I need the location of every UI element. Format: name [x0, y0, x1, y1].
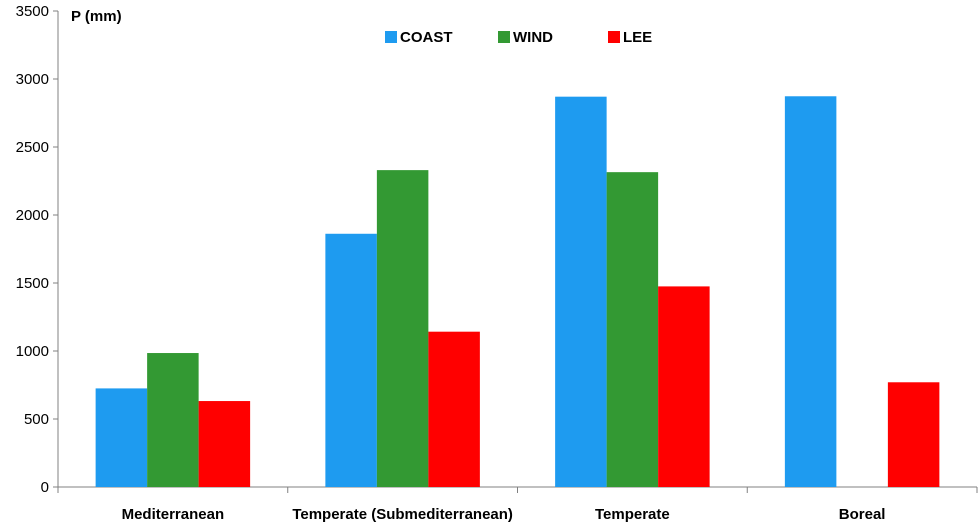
legend-label-coast: COAST [400, 29, 453, 46]
y-tick-label: 2500 [16, 139, 49, 156]
y-tick-label: 1500 [16, 275, 49, 292]
bar-lee [428, 331, 480, 487]
y-tick-label: 3000 [16, 71, 49, 88]
bar-lee [198, 401, 251, 487]
x-category-label: Temperate [595, 506, 670, 523]
bar-lee [887, 382, 940, 487]
bar-coast [555, 96, 607, 488]
bar-coast [325, 233, 377, 487]
y-tick-label: 0 [41, 479, 49, 496]
legend-swatch-coast [385, 31, 397, 43]
bar-coast [784, 96, 837, 487]
bar-lee [658, 286, 710, 487]
bar-wind [606, 172, 659, 487]
legend-label-lee: LEE [623, 29, 652, 46]
y-tick-label: 2000 [16, 207, 49, 224]
bar-wind [147, 353, 199, 487]
bar-coast [95, 388, 148, 487]
x-category-label: Boreal [839, 506, 886, 523]
x-category-label: Temperate (Submediterranean) [292, 506, 513, 523]
axis-labels: 0 500 1000 1500 2000 2500 3000 3500 Mediterranea… [16, 3, 886, 523]
legend-swatch-lee [608, 31, 620, 43]
legend-swatch-wind [498, 31, 510, 43]
y-tick-label: 3500 [16, 3, 49, 20]
y-tick-label: 500 [24, 411, 49, 428]
legend: COAST WIND LEE [385, 29, 652, 46]
y-axis-unit-label: P (mm) [71, 8, 122, 25]
x-category-label: Mediterranean [122, 506, 225, 523]
bar-wind [376, 170, 429, 487]
y-tick-label: 1000 [16, 343, 49, 360]
bars [95, 96, 940, 488]
legend-label-wind: WIND [513, 29, 553, 46]
